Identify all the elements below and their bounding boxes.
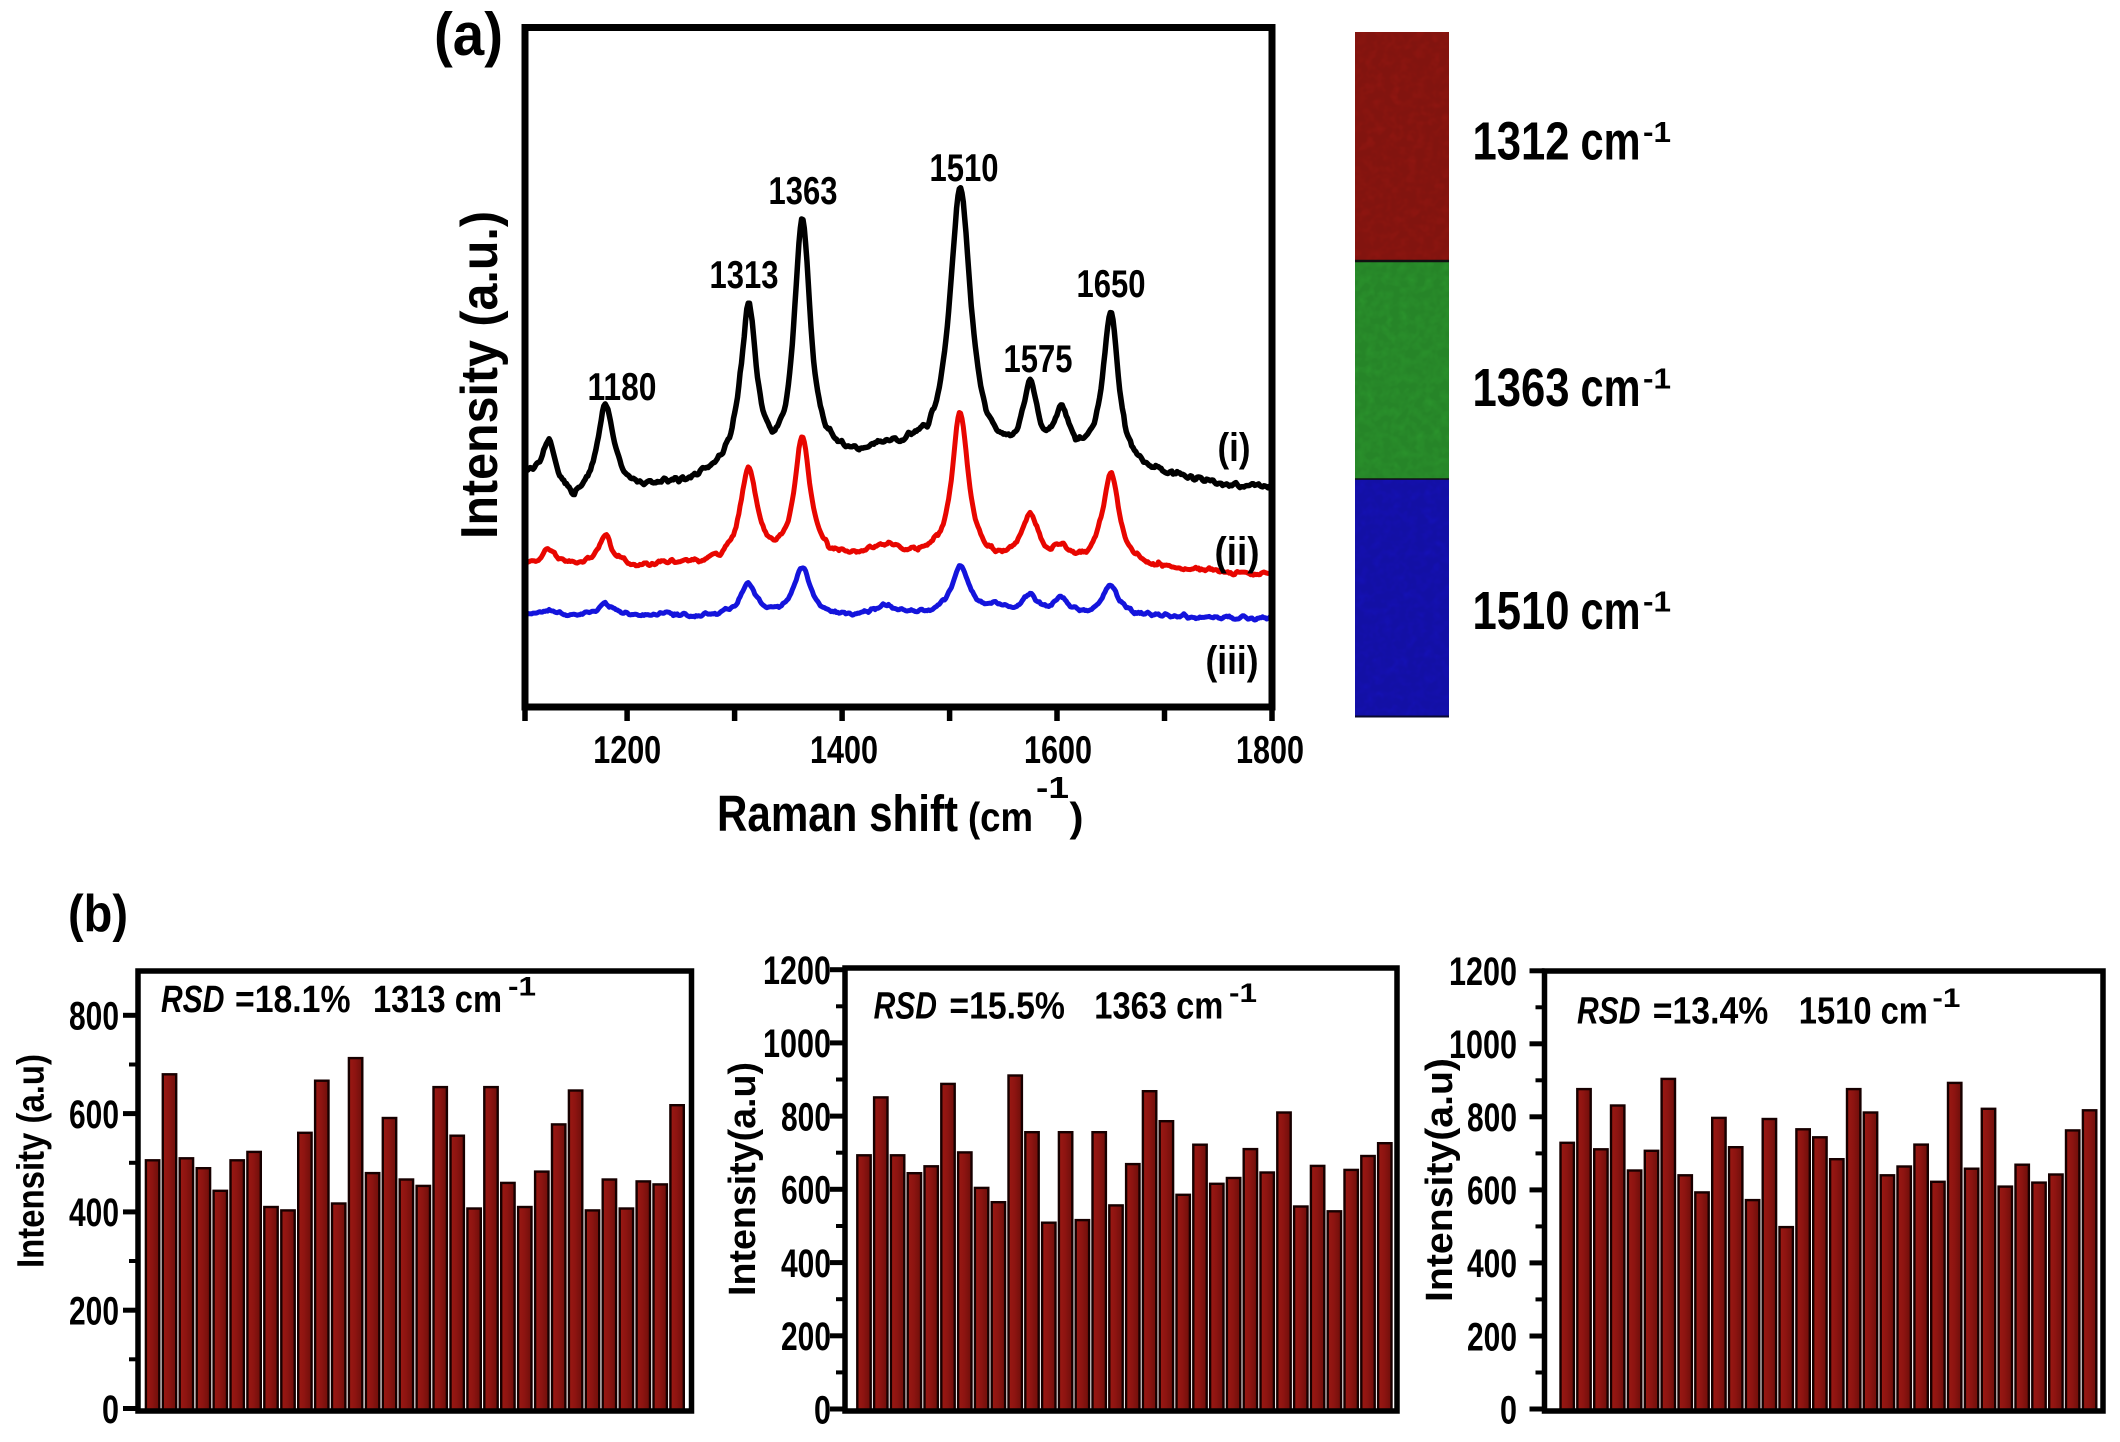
svg-text:-1: -1	[1643, 117, 1671, 149]
svg-text:RSD: RSD	[874, 986, 937, 1028]
svg-text:=15.5%: =15.5%	[949, 986, 1065, 1028]
svg-text:=13.4%: =13.4%	[1653, 991, 1769, 1033]
svg-text:(iii): (iii)	[1206, 639, 1259, 683]
svg-text:RSD: RSD	[1577, 991, 1640, 1033]
svg-text:Intensity (a.u.): Intensity (a.u.)	[451, 211, 509, 539]
svg-text:cm: cm	[1581, 358, 1641, 418]
svg-text:-1: -1	[1643, 587, 1671, 619]
svg-text:400: 400	[781, 1242, 831, 1286]
svg-text:1180: 1180	[588, 366, 657, 409]
svg-text:-1: -1	[1229, 978, 1257, 1008]
svg-text:0: 0	[1500, 1388, 1517, 1432]
svg-text:(i): (i)	[1218, 426, 1251, 470]
svg-text:1510: 1510	[1473, 581, 1570, 641]
svg-text:1363 cm: 1363 cm	[1094, 986, 1223, 1028]
svg-text:cm: cm	[1581, 581, 1641, 641]
svg-text:400: 400	[1467, 1242, 1517, 1286]
svg-text:1000: 1000	[1449, 1023, 1517, 1067]
svg-text:1575: 1575	[1004, 338, 1073, 381]
svg-text:800: 800	[1467, 1096, 1517, 1140]
svg-text:200: 200	[781, 1315, 831, 1359]
svg-text:1650: 1650	[1077, 263, 1146, 306]
svg-text:): )	[1070, 794, 1084, 840]
svg-text:1600: 1600	[1024, 729, 1092, 772]
svg-text:800: 800	[69, 995, 119, 1039]
svg-text:1200: 1200	[593, 729, 661, 772]
svg-text:1400: 1400	[810, 729, 878, 772]
svg-text:1313 cm: 1313 cm	[373, 979, 502, 1021]
svg-text:(ii): (ii)	[1215, 530, 1260, 574]
svg-text:=18.1%: =18.1%	[235, 979, 351, 1021]
svg-text:Intensity(a.u): Intensity(a.u)	[722, 1062, 764, 1296]
svg-text:1200: 1200	[763, 949, 831, 993]
svg-text:1510: 1510	[930, 147, 999, 190]
svg-text:Intensity (a.u): Intensity (a.u)	[11, 1054, 53, 1268]
svg-text:1510 cm: 1510 cm	[1799, 991, 1928, 1033]
svg-text:1000: 1000	[763, 1022, 831, 1066]
svg-text:1313: 1313	[710, 254, 779, 297]
svg-text:1200: 1200	[1449, 950, 1517, 994]
svg-text:1800: 1800	[1236, 729, 1304, 772]
svg-text:-1: -1	[1036, 770, 1069, 805]
svg-text:800: 800	[781, 1095, 831, 1139]
svg-text:-1: -1	[508, 972, 536, 1002]
svg-text:RSD: RSD	[161, 979, 224, 1021]
svg-text:600: 600	[69, 1093, 119, 1137]
svg-text:1363: 1363	[1473, 358, 1570, 418]
svg-text:400: 400	[69, 1191, 119, 1235]
svg-text:(b): (b)	[68, 885, 128, 943]
svg-text:600: 600	[1467, 1169, 1517, 1213]
svg-text:cm: cm	[1581, 112, 1641, 172]
svg-text:-1: -1	[1643, 364, 1671, 396]
svg-text:1312: 1312	[1473, 112, 1570, 172]
svg-text:0: 0	[102, 1388, 119, 1432]
svg-text:0: 0	[814, 1388, 831, 1432]
svg-text:(a): (a)	[434, 1, 503, 68]
svg-text:(cm: (cm	[968, 794, 1033, 840]
svg-text:Raman shift: Raman shift	[717, 785, 958, 842]
svg-text:200: 200	[69, 1290, 119, 1334]
svg-text:Intensity(a.u): Intensity(a.u)	[1419, 1058, 1461, 1302]
svg-text:-1: -1	[1932, 983, 1960, 1013]
svg-text:200: 200	[1467, 1315, 1517, 1359]
svg-text:600: 600	[781, 1169, 831, 1213]
svg-text:1363: 1363	[769, 170, 838, 213]
